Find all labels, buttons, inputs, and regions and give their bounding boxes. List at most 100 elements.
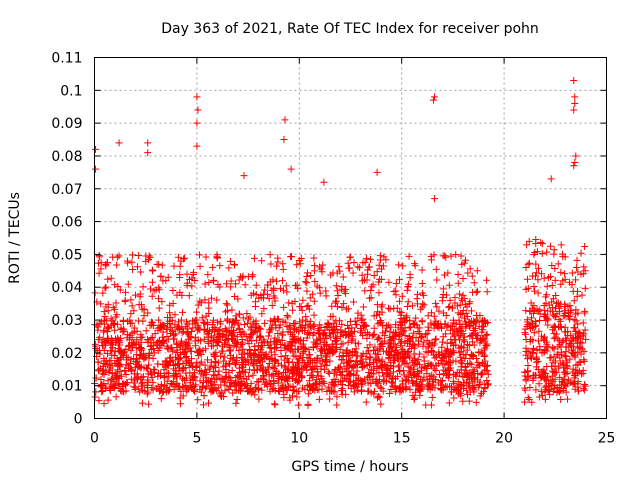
data-point — [178, 291, 186, 299]
data-point — [363, 334, 371, 342]
data-point — [164, 314, 172, 322]
data-point — [257, 325, 265, 333]
data-points — [91, 76, 590, 409]
data-point — [211, 371, 219, 379]
data-point — [100, 400, 108, 408]
data-point — [356, 264, 364, 272]
data-point — [572, 317, 580, 325]
data-point — [112, 393, 120, 401]
data-point — [140, 312, 148, 320]
data-point — [354, 340, 362, 348]
data-point — [303, 272, 311, 280]
data-point — [121, 297, 129, 305]
data-point — [322, 287, 330, 295]
data-point — [304, 269, 312, 277]
data-point — [252, 281, 260, 289]
data-point — [188, 327, 196, 335]
data-point — [296, 336, 304, 344]
data-point — [551, 265, 559, 273]
data-point — [340, 300, 348, 308]
data-point — [144, 365, 152, 373]
data-point — [392, 346, 400, 354]
data-point — [97, 265, 105, 273]
data-point — [445, 399, 453, 407]
data-point — [418, 289, 426, 297]
data-point — [430, 93, 438, 101]
data-point — [307, 324, 315, 332]
data-point — [328, 302, 336, 310]
data-point — [454, 270, 462, 278]
data-point — [206, 363, 214, 371]
data-point — [467, 307, 475, 315]
data-point — [524, 362, 532, 370]
data-point — [470, 279, 478, 287]
data-point — [564, 395, 572, 403]
data-point — [196, 377, 204, 385]
data-point — [249, 371, 257, 379]
data-point — [332, 335, 340, 343]
data-point — [307, 272, 315, 280]
data-point — [392, 388, 400, 396]
data-point — [327, 271, 335, 279]
data-point — [396, 297, 404, 305]
data-point — [240, 172, 248, 180]
data-point — [463, 303, 471, 311]
data-point — [201, 361, 209, 369]
data-point — [571, 159, 579, 167]
data-point — [268, 324, 276, 332]
data-point — [466, 332, 474, 340]
data-point — [246, 313, 254, 321]
data-point — [406, 317, 414, 325]
data-point — [375, 310, 383, 318]
data-point — [370, 363, 378, 371]
data-point — [185, 292, 193, 300]
data-point — [377, 400, 385, 408]
data-point — [127, 347, 135, 355]
data-point — [279, 277, 287, 285]
data-point — [101, 284, 109, 292]
data-point — [245, 315, 253, 323]
data-point — [183, 270, 191, 278]
data-point — [284, 313, 292, 321]
data-point — [290, 352, 298, 360]
data-point — [458, 297, 466, 305]
data-point — [333, 401, 341, 409]
data-point — [102, 303, 110, 311]
data-point — [191, 333, 199, 341]
data-point — [115, 139, 123, 147]
data-point — [447, 336, 455, 344]
data-point — [104, 323, 112, 331]
data-point — [446, 326, 454, 334]
data-point — [457, 366, 465, 374]
data-point — [387, 336, 395, 344]
data-point — [127, 375, 135, 383]
data-point — [406, 270, 414, 278]
data-point — [381, 361, 389, 369]
data-point — [277, 353, 285, 361]
data-point — [104, 307, 112, 315]
data-point — [92, 145, 100, 153]
data-point — [338, 303, 346, 311]
data-point — [338, 283, 346, 291]
data-point — [102, 261, 110, 269]
data-point — [304, 390, 312, 398]
data-point — [445, 353, 453, 361]
data-point — [304, 401, 312, 409]
data-point — [176, 400, 184, 408]
data-point — [373, 268, 381, 276]
data-point — [250, 289, 258, 297]
data-point — [370, 330, 378, 338]
data-point — [366, 354, 374, 362]
data-point — [176, 262, 184, 270]
data-point — [180, 384, 188, 392]
data-point — [460, 336, 468, 344]
data-point — [534, 289, 542, 297]
data-point — [303, 279, 311, 287]
data-point — [365, 387, 373, 395]
data-point — [580, 263, 588, 271]
data-point — [96, 320, 104, 328]
data-point — [317, 352, 325, 360]
data-point — [123, 257, 131, 265]
y-tick-label: 0.01 — [51, 379, 82, 395]
